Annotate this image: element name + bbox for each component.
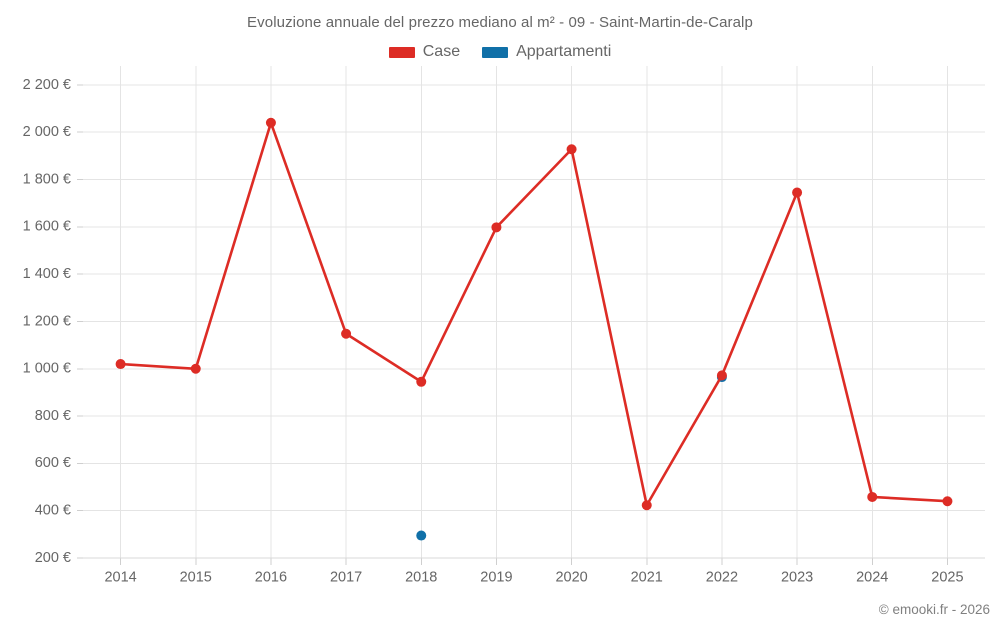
y-tick-label: 1 200 € — [23, 313, 71, 329]
data-point-appartamenti-2018[interactable] — [416, 530, 427, 541]
x-tick-label: 2025 — [931, 570, 963, 586]
legend-label-case: Case — [422, 43, 461, 60]
series-line-case — [119, 121, 949, 507]
y-tick-label: 1 000 € — [23, 361, 71, 377]
legend-swatch-appartamenti — [482, 46, 509, 58]
legend-item-appartamenti[interactable]: Appartamenti — [482, 44, 611, 60]
data-point-case-2024[interactable] — [867, 491, 878, 502]
y-tick-label: 1 800 € — [23, 171, 71, 187]
data-point-case-2025[interactable] — [942, 496, 953, 507]
x-tick-label: 2015 — [180, 570, 212, 586]
y-tick-label: 1 600 € — [23, 219, 71, 235]
y-axis-tick-labels: 200 € 400 € 600 € 800 € 1 000 € 1 200 € 1 400 … — [23, 77, 71, 566]
data-point-case-2020[interactable] — [566, 144, 577, 155]
x-tick-label: 2018 — [405, 570, 437, 586]
x-tick-label: 2019 — [480, 570, 512, 586]
y-tick-label: 2 200 € — [23, 77, 71, 93]
data-point-case-2018[interactable] — [416, 376, 427, 387]
legend-item-case[interactable]: Case — [388, 43, 461, 60]
axes — [77, 84, 985, 565]
y-tick-label: 400 € — [35, 503, 71, 519]
x-tick-label: 2020 — [555, 570, 587, 586]
data-point-case-2014[interactable] — [115, 359, 126, 370]
x-tick-label: 2024 — [856, 570, 888, 586]
y-tick-label: 2 000 € — [23, 124, 71, 140]
x-tick-label: 2021 — [631, 570, 663, 586]
data-point-case-2016[interactable] — [265, 117, 276, 128]
x-tick-label: 2016 — [255, 570, 287, 586]
data-point-case-2019[interactable] — [491, 222, 502, 233]
x-tick-label: 2017 — [330, 570, 362, 586]
data-point-case-2023[interactable] — [792, 187, 803, 198]
data-point-case-2021[interactable] — [641, 500, 652, 511]
chart-title: Evoluzione annuale del prezzo mediano al… — [247, 14, 753, 31]
chart-legend: Case Appartamenti — [0, 44, 1000, 60]
y-tick-label: 200 € — [35, 550, 71, 566]
data-point-case-2017[interactable] — [341, 328, 352, 339]
data-point-case-2022[interactable] — [716, 370, 727, 381]
y-tick-label: 800 € — [35, 408, 71, 424]
y-tick-label: 600 € — [35, 455, 71, 471]
data-series — [115, 117, 953, 541]
x-axis-tick-labels: 2014 2015 2016 2017 2018 2019 2020 2021 2022 2023… — [104, 570, 963, 586]
gridlines — [83, 66, 985, 559]
x-tick-label: 2022 — [706, 570, 738, 586]
x-tick-label: 2023 — [781, 570, 813, 586]
y-tick-label: 1 400 € — [23, 266, 71, 282]
legend-swatch-case — [388, 46, 415, 58]
legend-label-appartamenti: Appartamenti — [516, 43, 612, 60]
data-point-case-2015[interactable] — [190, 363, 201, 374]
x-tick-label: 2014 — [104, 570, 136, 586]
copyright-credit: © emooki.fr - 2026 — [878, 602, 990, 617]
